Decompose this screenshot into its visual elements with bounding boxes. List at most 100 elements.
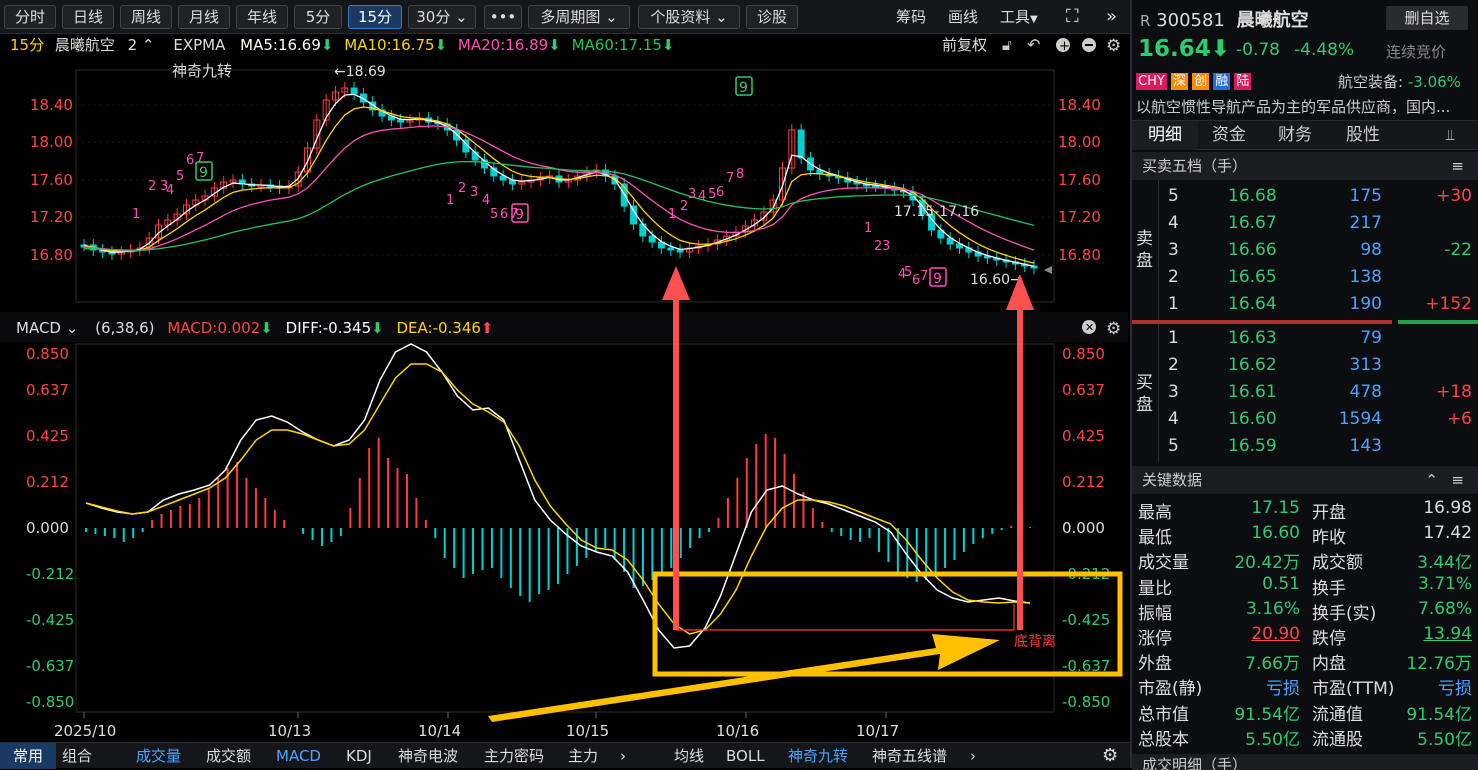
kline-chart[interactable]: 15分 晨曦航空 2 ⌃ EXPMA MA5:16.69⬇ MA10:16.75… — [0, 34, 1128, 742]
tab-combo[interactable]: 组合 — [62, 747, 93, 765]
tab-magic-nine[interactable]: 神奇九转 — [788, 747, 849, 765]
buy-label: 买盘 — [1136, 373, 1153, 415]
tab-kdj[interactable]: KDJ — [346, 747, 372, 765]
diagnose-button[interactable]: 诊股 — [746, 5, 798, 29]
adjust-label[interactable]: 前复权 — [942, 36, 987, 54]
tab-amount[interactable]: 成交额 — [206, 747, 252, 765]
collapse-icon[interactable]: ⌃ — [1425, 471, 1438, 489]
tab-macd[interactable]: MACD — [276, 747, 321, 765]
gear-icon[interactable]: ⚙ — [1106, 36, 1121, 56]
tab-boll[interactable]: BOLL — [726, 747, 765, 765]
remove-favorite-button[interactable]: 删自选 — [1386, 6, 1468, 30]
period-tab-30min[interactable]: 30分 ⌄ — [408, 5, 476, 29]
layout-icon[interactable]: ⫫ — [1446, 126, 1455, 144]
gear-icon[interactable]: ⚙ — [1102, 745, 1119, 766]
close-icon[interactable] — [1082, 320, 1096, 334]
chevron-right-icon[interactable]: › — [620, 747, 626, 765]
multi-period-dropdown[interactable]: 多周期图 ⌄ — [528, 5, 630, 29]
ask-volume: 98 — [1360, 240, 1382, 260]
bid-row[interactable]: 5 16.59 143 — [1132, 434, 1478, 461]
ask-row[interactable]: 1 16.64 190 +152 — [1132, 292, 1478, 319]
candle-body — [648, 235, 656, 243]
ask-row[interactable]: 3 16.66 98 -22 — [1132, 238, 1478, 265]
gear-icon[interactable]: ⚙ — [1106, 319, 1121, 339]
tab-capital[interactable]: 资金 — [1212, 125, 1246, 145]
key-data-value: 亏损 — [1438, 679, 1472, 700]
td-nine-top — [735, 76, 753, 96]
more-icon[interactable]: ••• — [484, 5, 522, 29]
chevron-right-icon[interactable]: › — [970, 747, 976, 765]
info-line: 15分 晨曦航空 2 ⌃ EXPMA MA5:16.69⬇ MA10:16.75… — [10, 36, 674, 54]
moving-average-lines — [83, 93, 1035, 267]
fullscreen-icon[interactable]: ⛶ — [1066, 6, 1079, 27]
bid-row[interactable]: 4 16.60 1594 +6 — [1132, 407, 1478, 434]
price-tick-right: 17.20 — [1058, 208, 1101, 226]
tag-lu[interactable]: 陆 — [1234, 73, 1252, 90]
bid-row[interactable]: 1 16.63 79 — [1132, 326, 1478, 353]
period-tab-month[interactable]: 月线 — [178, 5, 230, 29]
ask-row[interactable]: 4 16.67 217 — [1132, 211, 1478, 238]
chip-button[interactable]: 筹码 — [896, 8, 927, 26]
macd-lines — [85, 343, 1031, 649]
chart-toolbar: 分时 日线 周线 月线 年线 5分 15分 30分 ⌄ ••• 多周期图 ⌄ 个… — [0, 0, 1130, 34]
macd-tick-right: 0.425 — [1062, 427, 1105, 445]
tab-magic-five-lines[interactable]: 神奇五线谱 — [872, 747, 948, 765]
period-tab-5min[interactable]: 5分 — [294, 5, 342, 29]
period-tab-week[interactable]: 周线 — [120, 5, 172, 29]
tab-finance[interactable]: 财务 — [1278, 125, 1312, 145]
bid-change: +18 — [1436, 382, 1472, 402]
td-count: 2 — [874, 239, 882, 254]
tab-detail[interactable]: 明细 — [1132, 121, 1198, 150]
sector-info[interactable]: 航空装备: -3.06% — [1338, 73, 1461, 91]
overlay-label: 神奇九转 — [172, 62, 232, 80]
bid-row[interactable]: 2 16.62 313 — [1132, 353, 1478, 380]
time-tick-label: 10/17 — [856, 722, 899, 740]
tools-menu[interactable]: 工具▼ — [1000, 6, 1038, 31]
tab-ma[interactable]: 均线 — [674, 747, 705, 765]
period-tab-fenshi[interactable]: 分时 — [4, 5, 56, 29]
ask-row[interactable]: 2 16.65 138 — [1132, 265, 1478, 292]
chevron-down-icon: ⌄ — [66, 319, 79, 337]
lock-icon[interactable]: 🔓︎ — [1002, 36, 1012, 54]
candle-body — [788, 129, 796, 169]
tab-stock-nature[interactable]: 股性 — [1346, 125, 1380, 145]
tab-main-force[interactable]: 主力 — [568, 747, 599, 765]
td-count: 5 — [176, 169, 184, 184]
bid-row[interactable]: 3 16.61 478 +18 — [1132, 380, 1478, 407]
period-tab-day[interactable]: 日线 — [62, 5, 114, 29]
period-tab-15min[interactable]: 15分 — [348, 5, 402, 29]
key-data-value: 13.94 — [1423, 624, 1472, 644]
macd-axis-left: 0.850 0.637 0.425 0.212 0.000 -0.212 -0.425 -0.… — [26, 345, 74, 711]
stock-info-dropdown[interactable]: 个股资料 ⌄ — [638, 5, 740, 29]
menu-icon[interactable]: ≡ — [1451, 157, 1464, 175]
draw-line-button[interactable]: 画线 — [948, 8, 979, 26]
ask-row[interactable]: 5 16.68 175 +30 — [1132, 184, 1478, 211]
undo-icon[interactable]: ↶ — [1027, 35, 1040, 54]
tag-shen[interactable]: 深 — [1170, 73, 1188, 90]
tag-rong[interactable]: 融 — [1213, 73, 1231, 90]
ask-change: +30 — [1436, 186, 1472, 206]
dea-line — [85, 363, 1031, 635]
tag-chuang[interactable]: 创 — [1192, 73, 1210, 90]
tag-chy[interactable]: CHY — [1136, 73, 1167, 90]
key-data-label: 市盈(静) — [1138, 679, 1203, 700]
period-tab-year[interactable]: 年线 — [236, 5, 288, 29]
ma20-label: MA20:16.89 — [458, 36, 548, 54]
tab-volume[interactable]: 成交量 — [136, 747, 182, 765]
td-count: 3 — [882, 239, 890, 254]
ask-price: 16.68 — [1228, 186, 1277, 206]
menu-icon[interactable]: ≡ — [1451, 471, 1464, 489]
zoom-in-icon[interactable] — [1056, 38, 1070, 52]
candle-body — [797, 129, 805, 159]
key-data-value: 3.16% — [1245, 598, 1300, 619]
time-tick-label: 10/13 — [268, 722, 311, 740]
tab-common[interactable]: 常用 — [0, 743, 56, 769]
candle-body — [518, 181, 526, 185]
multi-period-label: 多周期图 — [540, 8, 601, 26]
tab-magic-wave[interactable]: 神奇电波 — [398, 747, 459, 765]
tools-label: 工具 — [1000, 8, 1031, 26]
tab-main-force-code[interactable]: 主力密码 — [484, 747, 545, 765]
key-data-label: 内盘 — [1312, 654, 1346, 675]
collapse-right-icon[interactable]: » — [1106, 6, 1118, 27]
